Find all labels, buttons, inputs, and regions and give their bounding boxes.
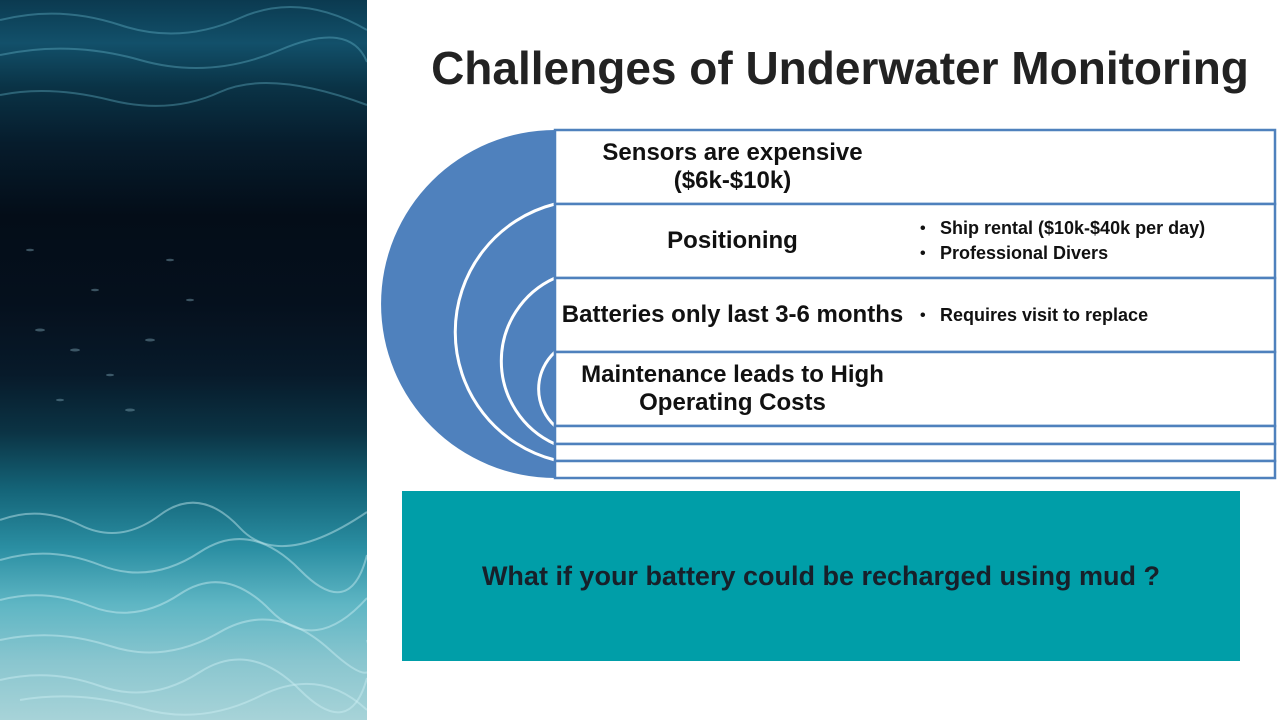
arc-outer — [381, 130, 555, 478]
slide-title: Challenges of Underwater Monitoring — [431, 42, 1249, 94]
bullet-requires-visit: Requires visit to replace — [920, 303, 1270, 328]
callout-text: What if your battery could be recharged … — [481, 560, 1161, 591]
row-label-maintenance: Maintenance leads to High Operating Cost… — [581, 361, 884, 416]
bullet-ship-rental: Ship rental ($10k-$40k per day) — [920, 216, 1270, 241]
row-label-batteries: Batteries only last 3-6 months — [561, 301, 904, 328]
callout-box: What if your battery could be recharged … — [402, 491, 1240, 661]
underwater-photo — [0, 0, 367, 720]
row-box-6 — [553, 442, 1277, 463]
bullet-professional-divers: Professional Divers — [920, 241, 1270, 266]
positioning-bullets: Ship rental ($10k-$40k per day) Professi… — [920, 204, 1270, 278]
nested-arc-diagram: Sensors are expensive ($6k-$10k) Positio… — [380, 128, 1278, 480]
row-box-1 — [553, 128, 1277, 206]
row-box-5 — [553, 424, 1277, 446]
row-label-sensors: Sensors are expensive ($6k-$10k) — [602, 139, 863, 194]
arc-ring-4 — [537, 350, 557, 428]
row-label-positioning: Positioning — [667, 227, 798, 254]
arc-ring-3 — [499, 276, 556, 446]
batteries-bullets: Requires visit to replace — [920, 278, 1270, 352]
arc-ring-2 — [453, 202, 556, 462]
row-box-7 — [553, 459, 1277, 480]
